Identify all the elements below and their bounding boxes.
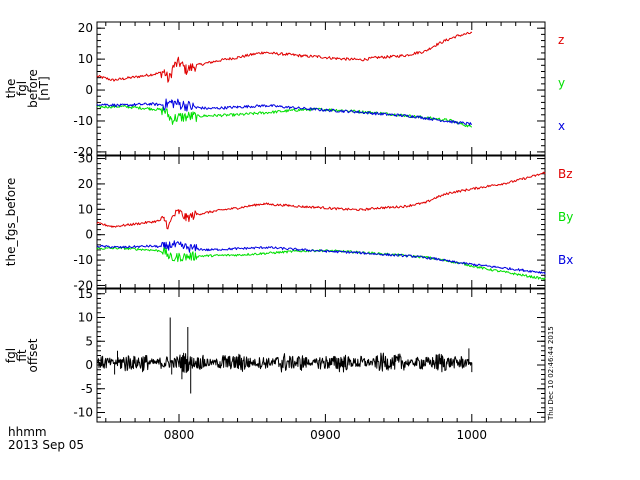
series-line-by bbox=[96, 246, 546, 280]
series-label-bz: Bz bbox=[558, 167, 573, 181]
y-tick-label: 20 bbox=[78, 21, 93, 35]
y-tick-label: -10 bbox=[73, 114, 93, 128]
y-axis-label-line: fgl bbox=[4, 348, 18, 363]
y-tick-label: 0 bbox=[85, 83, 93, 97]
series-label-by: By bbox=[558, 210, 573, 224]
y-tick-label: 10 bbox=[78, 52, 93, 66]
y-axis-label-line: fit bbox=[15, 349, 29, 362]
series-line-x bbox=[96, 98, 473, 126]
y-axis-label-line: the bbox=[4, 79, 18, 99]
time-axis-label: hhmm bbox=[8, 425, 47, 439]
series-label-bx: Bx bbox=[558, 253, 573, 267]
date-label: 2013 Sep 05 bbox=[8, 438, 84, 452]
y-tick-label: 15 bbox=[78, 287, 93, 301]
y-tick-label: 20 bbox=[78, 177, 93, 191]
series-line-bx bbox=[96, 240, 546, 275]
y-tick-label: -20 bbox=[73, 145, 93, 159]
panel-frame bbox=[96, 288, 546, 423]
y-tick-label: -10 bbox=[73, 253, 93, 267]
series-line-bz bbox=[96, 171, 546, 230]
y-axis-label-line: [nT] bbox=[37, 76, 51, 100]
series-line-z bbox=[96, 31, 473, 83]
y-axis-label-line: offset bbox=[26, 338, 40, 372]
y-axis-label-line: before bbox=[26, 69, 40, 108]
panel-frame bbox=[96, 21, 546, 156]
panels-group: -20-1001020thefglbefore[nT]zyx-20-100102… bbox=[4, 21, 573, 442]
x-tick-label: 0900 bbox=[310, 428, 341, 442]
series-line-offset bbox=[96, 317, 473, 394]
y-tick-label: 0 bbox=[85, 228, 93, 242]
y-tick-label: -20 bbox=[73, 278, 93, 292]
y-tick-label: 0 bbox=[85, 358, 93, 372]
x-tick-label: 0800 bbox=[164, 428, 195, 442]
y-tick-label: -5 bbox=[81, 382, 93, 396]
panel-frame bbox=[96, 155, 546, 289]
series-label-x: x bbox=[558, 119, 565, 133]
series-line-y bbox=[96, 104, 473, 128]
panel-2: -20 -10 0 10 20 30 the_fgs_before Bz By Bx bbox=[4, 152, 573, 293]
series-label-z: z bbox=[558, 33, 564, 47]
generation-timestamp: Thu Dec 10 02:46:44 2015 bbox=[547, 326, 555, 421]
y-tick-label: -10 bbox=[73, 406, 93, 420]
y-tick-label: 30 bbox=[78, 152, 93, 166]
y-axis-label-line: the_fgs_before bbox=[4, 178, 18, 266]
x-tick-label: 1000 bbox=[457, 428, 488, 442]
y-axis-label-line: fgl bbox=[15, 81, 29, 96]
series-label-y: y bbox=[558, 76, 565, 90]
y-tick-label: 10 bbox=[78, 311, 93, 325]
y-tick-label: 5 bbox=[85, 334, 93, 348]
y-tick-label: 10 bbox=[78, 202, 93, 216]
